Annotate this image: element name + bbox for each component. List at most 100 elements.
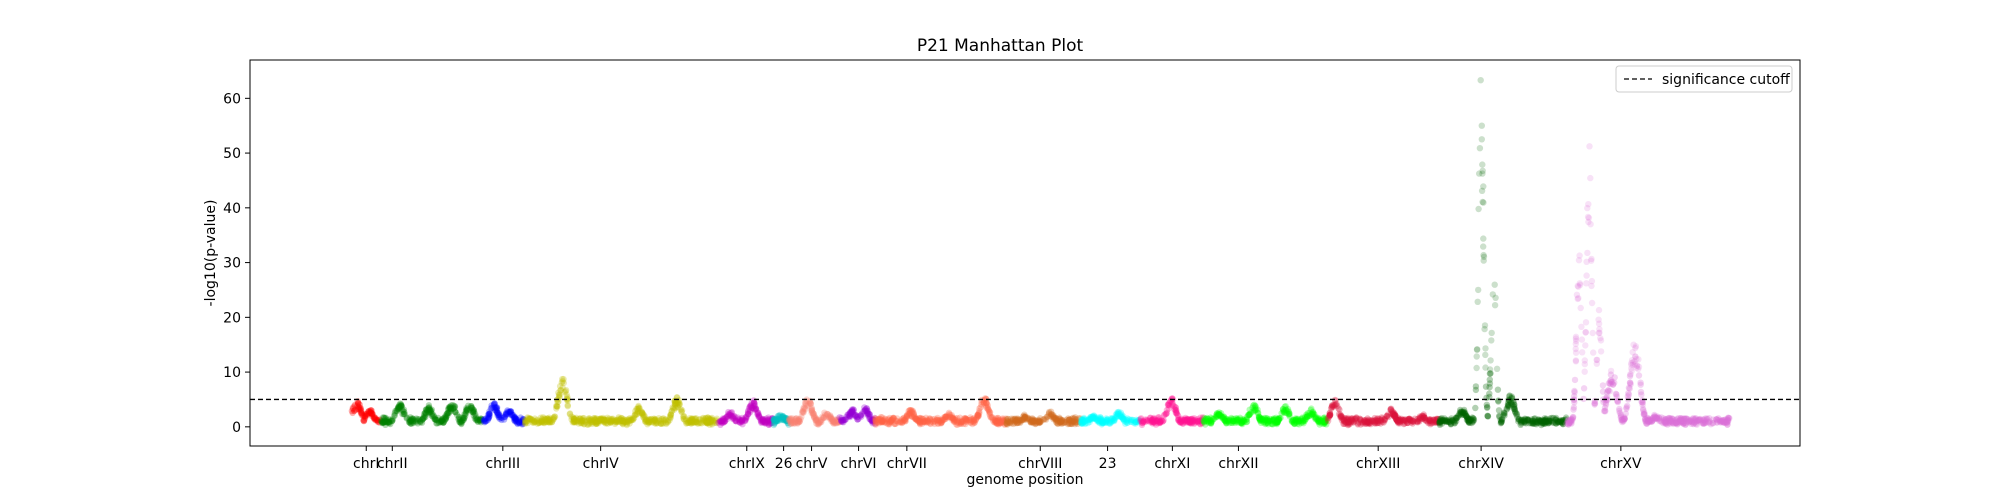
data-point: [397, 400, 404, 407]
data-point: [541, 419, 548, 427]
data-point: [677, 406, 684, 413]
data-point: [418, 419, 426, 426]
data-point: [667, 411, 675, 418]
data-point: [727, 412, 734, 419]
data-point: [439, 418, 446, 425]
data-point: [1482, 364, 1489, 371]
data-point: [838, 418, 845, 425]
data-point: [356, 404, 364, 411]
data-point: [502, 410, 509, 418]
data-point: [1637, 379, 1644, 386]
data-point: [515, 418, 522, 425]
data-point: [504, 408, 511, 415]
data-point: [469, 408, 477, 416]
data-point: [534, 416, 541, 423]
data-point: [784, 417, 791, 425]
data-point: [1587, 174, 1594, 182]
data-point: [593, 418, 600, 425]
data-point: [618, 417, 625, 424]
data-point: [657, 418, 665, 425]
data-point: [529, 419, 536, 426]
data-point: [654, 417, 661, 424]
data-point: [1590, 349, 1597, 356]
data-point: [621, 418, 628, 425]
data-point: [498, 416, 505, 424]
data-point: [600, 416, 607, 423]
data-point: [357, 408, 364, 415]
data-point: [475, 416, 482, 423]
data-point: [360, 412, 367, 419]
data-point: [546, 414, 553, 421]
x-tick-label: chrXV: [1600, 456, 1642, 472]
data-point: [949, 416, 956, 423]
data-point: [387, 417, 395, 424]
data-point: [672, 404, 679, 412]
data-point: [1210, 415, 1217, 423]
data-point: [635, 402, 642, 410]
data-point: [1367, 420, 1374, 428]
data-point: [1630, 341, 1637, 348]
data-point: [607, 419, 614, 426]
data-point: [682, 416, 690, 423]
data-point: [716, 418, 723, 425]
data-point: [438, 418, 445, 425]
data-point: [1407, 417, 1415, 424]
data-point: [708, 417, 716, 424]
data-point: [547, 418, 554, 425]
data-point: [1161, 411, 1168, 418]
data-point: [672, 399, 680, 407]
data-point: [391, 412, 398, 419]
data-point: [607, 417, 614, 424]
data-point: [563, 395, 571, 402]
data-point: [463, 406, 470, 413]
data-point: [452, 408, 459, 415]
data-point: [385, 418, 393, 426]
data-point: [392, 407, 399, 415]
data-point: [660, 417, 667, 424]
data-point: [743, 413, 750, 420]
data-point: [728, 409, 735, 417]
data-point: [445, 409, 453, 417]
data-point: [1720, 419, 1727, 426]
data-point: [351, 403, 358, 410]
data-point: [644, 421, 651, 428]
data-point: [414, 415, 422, 423]
data-point: [456, 418, 463, 426]
data-point: [360, 417, 368, 425]
data-point: [368, 411, 376, 419]
data-point: [380, 414, 388, 421]
data-point: [765, 414, 772, 421]
data-point: [585, 415, 592, 422]
data-point: [492, 404, 499, 411]
data-point: [468, 404, 476, 412]
data-point: [1571, 389, 1578, 396]
x-tick-label: chrV: [796, 456, 828, 472]
data-point: [507, 407, 514, 415]
data-point: [642, 416, 649, 423]
data-point: [571, 417, 578, 425]
data-point: [713, 419, 720, 427]
data-point: [1491, 302, 1499, 309]
data-point: [735, 416, 742, 423]
data-point: [693, 415, 700, 422]
data-point: [484, 416, 492, 424]
data-point: [667, 411, 675, 418]
data-point: [785, 421, 792, 428]
data-point: [772, 417, 780, 425]
data-point: [365, 409, 373, 417]
data-point: [648, 415, 655, 423]
data-point: [474, 418, 482, 425]
data-point: [782, 416, 789, 423]
data-point: [738, 417, 746, 424]
data-point: [470, 406, 477, 413]
data-point: [395, 404, 403, 411]
data-point: [678, 408, 685, 416]
data-point: [486, 410, 493, 417]
data-point: [757, 418, 765, 425]
data-point: [554, 403, 561, 410]
data-point: [367, 407, 374, 414]
data-point: [667, 414, 674, 421]
data-point: [386, 416, 393, 423]
data-point: [746, 403, 753, 411]
data-point: [586, 415, 593, 422]
